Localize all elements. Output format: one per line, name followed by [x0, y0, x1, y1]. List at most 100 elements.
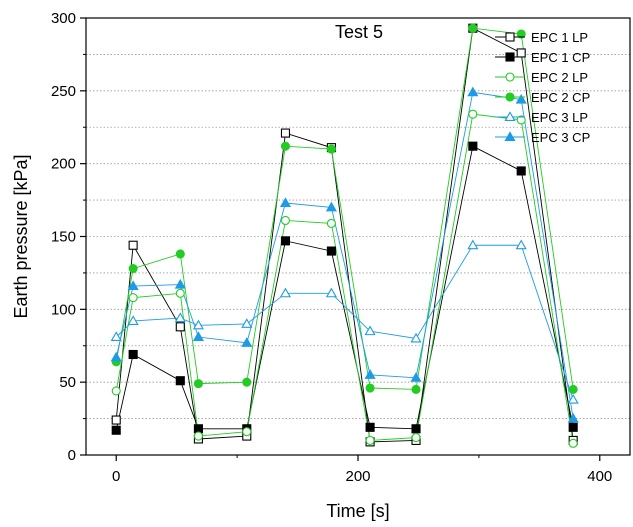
square-point — [128, 349, 138, 360]
series-points — [111, 23, 578, 395]
circle-point — [568, 384, 578, 395]
legend-label: EPC 3 CP — [531, 130, 590, 145]
triangle-point — [110, 351, 122, 362]
square-point — [326, 246, 336, 256]
y-tick-label: 300 — [51, 10, 76, 27]
triangle-point — [279, 287, 292, 298]
circle-point — [128, 293, 138, 303]
square-point — [111, 415, 121, 425]
y-tick-label: 200 — [51, 156, 76, 173]
circle-point — [128, 263, 138, 274]
series-points — [110, 86, 579, 423]
circle-point — [111, 386, 121, 396]
circle-point — [280, 215, 291, 226]
triangle-point — [364, 325, 376, 336]
legend-label: EPC 2 LP — [531, 70, 588, 85]
square-point — [468, 141, 478, 151]
triangle-point — [127, 280, 139, 291]
circle-point — [365, 435, 375, 445]
legend-label: EPC 1 LP — [531, 30, 588, 45]
circle-point — [516, 29, 526, 39]
series-line — [115, 91, 574, 419]
triangle-point — [410, 332, 422, 343]
square-point — [516, 166, 526, 176]
circle-point — [326, 218, 336, 228]
circle-point — [242, 377, 252, 387]
square-point — [175, 322, 185, 332]
circle-point — [175, 249, 185, 259]
x-tick-label: 200 — [345, 468, 370, 485]
circle-point — [280, 141, 291, 151]
circle-point — [468, 109, 478, 119]
circle-point — [468, 23, 478, 33]
x-tick-label: 0 — [112, 468, 120, 485]
axis-ticks: 0 50 100 150 200 250 300 0 200 400 — [51, 10, 612, 485]
triangle-point — [174, 312, 186, 323]
triangle-point — [241, 337, 253, 347]
circle-point — [516, 115, 526, 125]
circle-point — [505, 72, 515, 82]
legend-entry: EPC 1 LP — [495, 30, 588, 45]
triangle-point — [515, 93, 527, 104]
square-point — [280, 236, 291, 246]
triangle-point — [515, 239, 527, 250]
triangle-point — [567, 412, 579, 423]
circle-point — [193, 431, 203, 441]
circle-point — [411, 432, 421, 443]
square-point — [568, 422, 578, 432]
triangle-point — [467, 239, 479, 250]
chart-annotation: Test 5 — [335, 22, 383, 42]
square-point — [365, 422, 375, 432]
triangle-point — [325, 201, 337, 212]
y-tick-label: 250 — [51, 83, 76, 100]
series-points — [111, 109, 578, 448]
triangle-point — [325, 287, 337, 298]
series-markers — [110, 23, 579, 448]
legend-entry: EPC 2 CP — [495, 90, 590, 105]
triangle-point — [364, 369, 376, 379]
circle-point — [193, 379, 203, 389]
y-tick-label: 50 — [59, 374, 76, 391]
triangle-point — [504, 111, 516, 121]
circle-point — [568, 438, 578, 448]
circle-point — [505, 92, 515, 102]
series-line — [115, 27, 574, 390]
x-tick-label: 400 — [587, 468, 612, 485]
triangle-point — [110, 331, 122, 342]
square-point — [411, 424, 421, 434]
x-axis-title: Time [s] — [326, 501, 389, 521]
circle-point — [411, 384, 421, 395]
triangle-point — [127, 315, 139, 325]
series-line — [115, 27, 574, 443]
legend-entry: EPC 3 LP — [495, 110, 588, 125]
triangle-point — [174, 278, 186, 289]
series-line — [115, 244, 574, 400]
legend-entry: EPC 3 CP — [495, 130, 590, 145]
circle-point — [242, 427, 252, 437]
triangle-point — [410, 372, 422, 382]
y-axis-title: Earth pressure [kPa] — [11, 154, 31, 318]
legend-label: EPC 3 LP — [531, 110, 588, 125]
series-line — [115, 145, 574, 431]
triangle-point — [241, 318, 253, 328]
legend: EPC 1 LP EPC 1 CP EPC 2 LP EPC 2 CP EPC 3 LP… — [495, 30, 590, 145]
circle-point — [175, 288, 185, 298]
y-tick-label: 0 — [68, 447, 76, 464]
triangle-point — [567, 393, 579, 404]
square-point — [516, 48, 526, 58]
circle-point — [326, 144, 336, 154]
circle-point — [365, 383, 375, 393]
y-tick-label: 100 — [51, 301, 76, 318]
legend-entry: EPC 2 LP — [495, 70, 588, 85]
square-point — [128, 240, 138, 250]
series-line — [115, 113, 574, 444]
series-points — [110, 239, 579, 404]
y-tick-label: 150 — [51, 229, 76, 246]
triangle-point — [192, 331, 204, 342]
series-lines — [115, 27, 574, 444]
square-point — [280, 128, 291, 138]
square-point — [175, 376, 185, 386]
triangle-point — [279, 197, 292, 207]
legend-label: EPC 1 CP — [531, 50, 590, 65]
